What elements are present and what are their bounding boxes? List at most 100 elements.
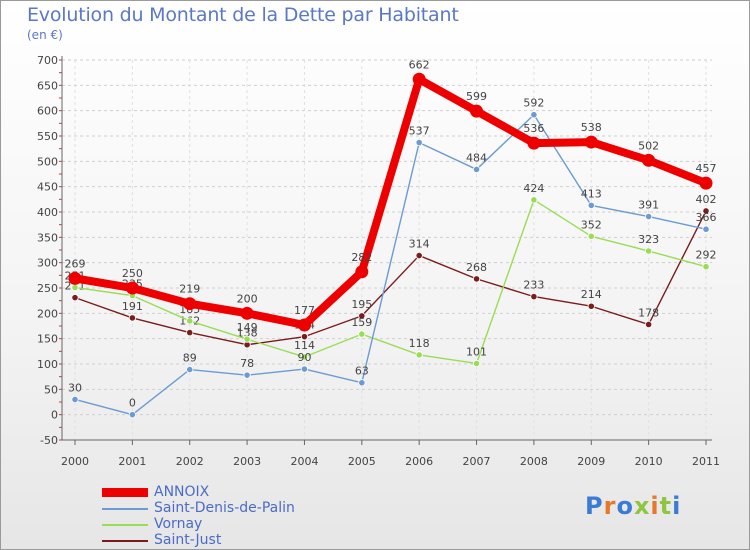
data-label-saint-denis-de-palin: 413: [581, 187, 602, 200]
data-point-vornay: [243, 335, 251, 343]
data-label-saint-just: 233: [523, 279, 544, 292]
data-label-vornay: 101: [466, 345, 487, 358]
data-label-vornay: 149: [237, 321, 258, 334]
data-point-vornay: [587, 232, 595, 240]
data-label-saint-denis-de-palin: 537: [409, 125, 430, 138]
y-tick-label: 600: [37, 105, 58, 118]
data-label-saint-denis-de-palin: 90: [297, 351, 311, 364]
x-tick-label: 2001: [118, 455, 146, 468]
logo-letter: o: [616, 492, 634, 520]
logo-letter: P: [585, 492, 604, 520]
data-label-vornay: 424: [523, 182, 544, 195]
chart-title: Evolution du Montant de la Dette par Hab…: [27, 4, 459, 26]
data-point-annoix: [240, 306, 254, 320]
data-label-vornay: 323: [638, 233, 659, 246]
data-label-saint-denis-de-palin: 78: [240, 357, 254, 370]
data-label-vornay: 159: [351, 316, 372, 329]
data-label-annoix: 282: [351, 251, 372, 264]
y-tick-label: 100: [37, 358, 58, 371]
data-point-annoix: [642, 153, 656, 167]
data-point-vornay: [71, 283, 79, 292]
data-label-saint-denis-de-palin: 391: [638, 199, 659, 212]
data-point-saint-just: [358, 312, 366, 320]
data-label-saint-just: 191: [122, 300, 143, 313]
data-point-saint-just: [702, 207, 710, 215]
y-tick-label: 350: [37, 231, 58, 244]
data-point-saint-just: [645, 320, 653, 329]
x-tick-label: 2007: [463, 455, 491, 468]
y-tick-label: 650: [37, 79, 58, 92]
legend-item-saint-denis-de-palin: Saint-Denis-de-Palin: [102, 500, 362, 516]
data-label-annoix: 457: [696, 162, 717, 175]
data-label-annoix: 250: [122, 267, 143, 280]
x-tick-label: 2009: [577, 455, 605, 468]
data-point-vornay: [702, 263, 710, 271]
data-label-saint-just: 214: [581, 288, 602, 301]
legend-swatch-saint-just: [102, 540, 148, 542]
y-tick-label: 400: [37, 206, 58, 219]
legend-item-saint-just: Saint-Just: [102, 532, 362, 548]
data-point-saint-denis-de-palin: [472, 165, 481, 174]
chart-legend: ANNOIX Saint-Denis-de-Palin Vornay Saint…: [102, 484, 362, 548]
y-tick-label: 0: [51, 409, 58, 422]
data-label-annoix: 219: [179, 283, 200, 296]
data-label-annoix: 269: [65, 257, 86, 270]
y-tick-label: 150: [37, 333, 58, 346]
y-tick-label: 250: [37, 282, 58, 295]
x-tick-label: 2006: [405, 455, 433, 468]
data-point-saint-just: [300, 333, 309, 341]
data-point-annoix: [470, 104, 484, 118]
x-tick-label: 2008: [520, 455, 548, 468]
legend-swatch-vornay: [102, 524, 148, 526]
logo-letter: r: [603, 492, 617, 520]
logo-letter: x: [633, 492, 651, 520]
y-tick-label: 550: [37, 130, 58, 143]
legend-item-vornay: Vornay: [102, 516, 362, 532]
chart-subtitle: (en €): [27, 28, 63, 42]
data-label-vornay: 118: [409, 337, 430, 350]
x-tick-label: 2005: [348, 455, 376, 468]
data-point-annoix: [355, 265, 369, 279]
data-point-saint-denis-de-palin: [587, 201, 595, 210]
data-point-saint-denis-de-palin: [358, 379, 366, 387]
y-tick-label: -50: [40, 434, 58, 447]
data-point-saint-denis-de-palin: [300, 365, 309, 373]
y-tick-label: 500: [37, 155, 58, 168]
y-tick-label: 50: [44, 383, 58, 396]
data-point-annoix: [68, 271, 82, 285]
data-label-annoix: 538: [581, 121, 602, 134]
data-point-saint-denis-de-palin: [71, 395, 79, 404]
data-label-saint-just: 402: [696, 193, 717, 206]
legend-label-saint-just: Saint-Just: [154, 532, 222, 548]
data-label-saint-denis-de-palin: 484: [466, 151, 487, 164]
y-tick-label: 300: [37, 257, 58, 270]
data-point-vornay: [472, 359, 481, 368]
data-point-saint-denis-de-palin: [415, 138, 423, 147]
legend-label-annoix: ANNOIX: [154, 484, 210, 500]
data-label-saint-denis-de-palin: 592: [523, 97, 544, 110]
data-label-annoix: 200: [237, 292, 258, 305]
proxiti-logo: Proxiti: [585, 492, 681, 520]
data-label-annoix: 502: [638, 139, 659, 152]
y-tick-label: 450: [37, 181, 58, 194]
logo-letter: i: [650, 492, 660, 520]
data-point-saint-denis-de-palin: [128, 411, 136, 419]
data-point-vornay: [186, 317, 194, 325]
legend-swatch-saint-denis-de-palin: [102, 508, 148, 510]
legend-label-saint-denis-de-palin: Saint-Denis-de-Palin: [154, 500, 295, 516]
data-point-saint-just: [587, 302, 595, 310]
data-label-vornay: 114: [294, 339, 315, 352]
legend-item-annoix: ANNOIX: [102, 484, 362, 500]
data-point-saint-just: [71, 294, 79, 302]
data-point-vornay: [415, 351, 423, 359]
data-point-saint-denis-de-palin: [645, 212, 653, 221]
data-label-vornay: 352: [581, 218, 602, 231]
data-point-saint-just: [128, 314, 136, 322]
x-tick-label: 2004: [290, 455, 318, 468]
x-tick-label: 2003: [233, 455, 261, 468]
data-point-annoix: [527, 136, 541, 150]
data-label-annoix: 177: [294, 304, 315, 317]
logo-letter: t: [659, 492, 673, 520]
